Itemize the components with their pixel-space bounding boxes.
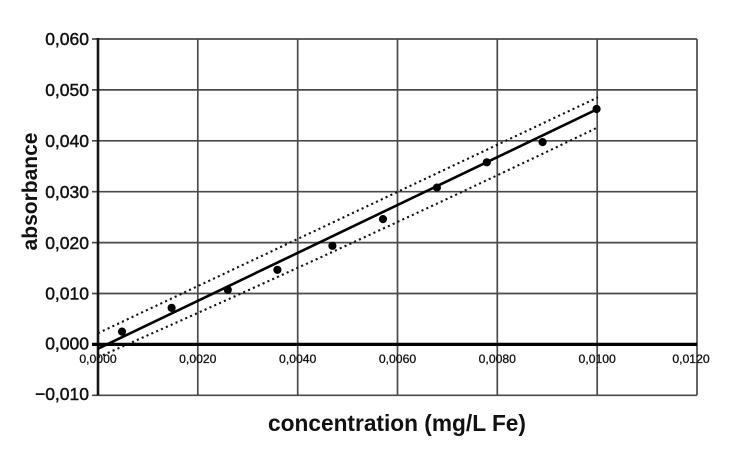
svg-text:absorbance: absorbance — [19, 133, 42, 251]
svg-text:0,020: 0,020 — [45, 233, 89, 253]
svg-text:0,050: 0,050 — [45, 80, 89, 100]
svg-text:0,0020: 0,0020 — [179, 352, 216, 366]
svg-text:0,040: 0,040 — [45, 131, 89, 151]
svg-text:concentration (mg/L Fe): concentration (mg/L Fe) — [268, 410, 526, 436]
svg-text:−0,010: −0,010 — [35, 384, 89, 404]
svg-text:0,010: 0,010 — [45, 284, 89, 304]
svg-text:0,000: 0,000 — [45, 334, 89, 354]
svg-text:0,0080: 0,0080 — [479, 352, 516, 366]
svg-text:0,030: 0,030 — [45, 182, 89, 202]
svg-text:0,0040: 0,0040 — [279, 352, 316, 366]
svg-text:0,0060: 0,0060 — [379, 352, 416, 366]
svg-text:0,0000: 0,0000 — [79, 352, 116, 366]
svg-text:0,0100: 0,0100 — [579, 352, 616, 366]
svg-text:0,0120: 0,0120 — [672, 352, 709, 366]
svg-text:0,060: 0,060 — [45, 29, 89, 49]
